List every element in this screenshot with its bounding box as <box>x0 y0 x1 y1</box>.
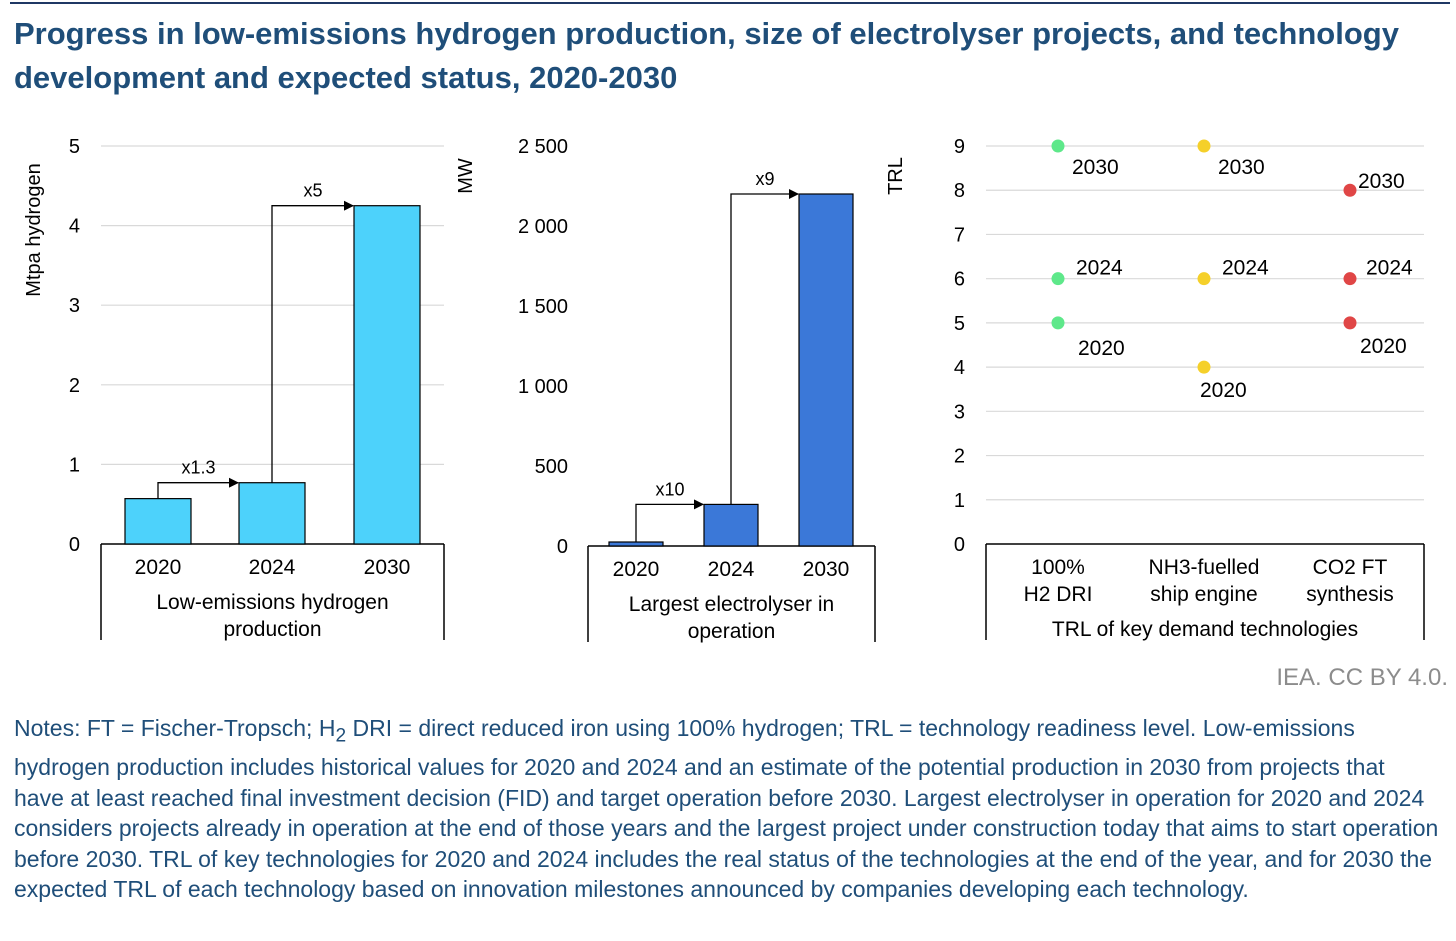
trl-point-label: 2030 <box>1358 170 1405 193</box>
electrolyser-y-tick-label: 500 <box>535 456 568 478</box>
electrolyser-y-tick-label: 1 500 <box>518 296 568 318</box>
trl-point-2020 <box>1051 316 1065 330</box>
hydrogen-growth-arrow <box>157 477 239 499</box>
hydrogen-y-tick-label: 2 <box>69 375 80 397</box>
trl-x-tick-label: ship engine <box>1150 583 1257 606</box>
trl-y-tick-label: 2 <box>954 446 965 468</box>
hydrogen-y-axis-label: Mtpa hydrogen <box>23 163 45 296</box>
trl-point-label: 2020 <box>1078 337 1125 360</box>
electrolyser-growth-arrow <box>635 499 704 542</box>
hydrogen-y-tick-label: 5 <box>69 136 80 158</box>
trl-y-axis-label: TRL <box>885 157 907 195</box>
electrolyser-y-tick-label: 1 000 <box>518 376 568 398</box>
trl-point-2030 <box>1343 183 1357 197</box>
notes-subscript: 2 <box>335 725 347 747</box>
electrolyser-y-axis-label: MW <box>455 158 477 194</box>
electrolyser-y-tick-label: 2 000 <box>518 216 568 238</box>
hydrogen-x-tick-label: 2024 <box>249 556 296 579</box>
hydrogen-bar-2020 <box>124 498 192 545</box>
electrolyser-bar-2030 <box>798 193 854 547</box>
electrolyser-x-tick-label: 2030 <box>803 558 850 581</box>
electrolyser-growth-label: x10 <box>655 479 684 499</box>
trl-y-tick-label: 4 <box>954 357 965 379</box>
trl-point-label: 2020 <box>1200 379 1247 402</box>
trl-x-tick-label: 100% <box>1031 556 1085 579</box>
credit-text: IEA. CC BY 4.0. <box>1276 664 1448 691</box>
hydrogen-x-axis-label-line: production <box>223 618 321 641</box>
trl-point-2030 <box>1197 139 1211 153</box>
trl-y-tick-label: 8 <box>954 180 965 202</box>
trl-y-tick-label: 1 <box>954 490 965 512</box>
electrolyser-x-tick-label: 2024 <box>708 558 755 581</box>
hydrogen-bar-2024 <box>238 482 306 545</box>
hydrogen-x-tick-label: 2020 <box>135 556 182 579</box>
trl-point-label: 2024 <box>1366 257 1413 280</box>
electrolyser-x-axis-label-line: Largest electrolyser in <box>629 593 834 616</box>
trl-y-tick-label: 3 <box>954 401 965 423</box>
hydrogen-y-tick-label: 1 <box>69 454 80 476</box>
trl-point-label: 2024 <box>1076 257 1123 280</box>
notes: Notes: FT = Fischer-Tropsch; H2 DRI = di… <box>14 713 1439 905</box>
electrolyser-y-tick-label: 2 500 <box>518 136 568 158</box>
electrolyser-bar-2020 <box>608 541 664 547</box>
trl-point-label: 2030 <box>1072 156 1119 179</box>
electrolyser-x-tick-label: 2020 <box>613 558 660 581</box>
electrolyser-bar-2024 <box>703 503 759 547</box>
hydrogen-y-tick-label: 3 <box>69 295 80 317</box>
trl-point-2024 <box>1343 272 1357 286</box>
trl-y-tick-label: 5 <box>954 313 965 335</box>
electrolyser-y-tick-label: 0 <box>557 536 568 558</box>
trl-point-label: 2020 <box>1360 335 1407 358</box>
trl-y-tick-label: 9 <box>954 136 965 158</box>
hydrogen-bar-2030 <box>353 205 421 545</box>
trl-x-tick-label: synthesis <box>1306 583 1394 606</box>
hydrogen-growth-label: x5 <box>303 181 322 201</box>
hydrogen-growth-label: x1.3 <box>181 458 215 478</box>
trl-point-2020 <box>1197 360 1211 374</box>
trl-point-2024 <box>1051 272 1065 286</box>
trl-x-tick-label: CO2 FT <box>1313 556 1388 579</box>
electrolyser-growth-label: x9 <box>755 169 774 189</box>
trl-x-tick-label: H2 DRI <box>1024 583 1093 606</box>
hydrogen-x-tick-label: 2030 <box>364 556 411 579</box>
top-rule <box>10 2 1450 4</box>
trl-x-axis-label: TRL of key demand technologies <box>1052 618 1358 641</box>
electrolyser-x-axis-label-line: operation <box>688 620 776 643</box>
hydrogen-x-axis-label-line: Low-emissions hydrogen <box>156 591 388 614</box>
trl-point-label: 2030 <box>1218 156 1265 179</box>
trl-y-tick-label: 0 <box>954 534 965 556</box>
trl-point-2024 <box>1197 272 1211 286</box>
figure-title: Progress in low-emissions hydrogen produ… <box>14 16 1399 95</box>
trl-point-label: 2024 <box>1222 257 1269 280</box>
trl-y-tick-label: 7 <box>954 224 965 246</box>
hydrogen-growth-arrow <box>271 200 354 483</box>
hydrogen-y-tick-label: 0 <box>69 534 80 556</box>
trl-y-tick-label: 6 <box>954 269 965 291</box>
trl-point-2030 <box>1051 139 1065 153</box>
notes-part1: Notes: FT = Fischer-Tropsch; H <box>14 715 336 741</box>
trl-x-tick-label: NH3-fuelled <box>1149 556 1260 579</box>
notes-part2: DRI = direct reduced iron using 100% hyd… <box>14 715 1439 903</box>
trl-point-2020 <box>1343 316 1357 330</box>
hydrogen-y-tick-label: 4 <box>69 216 80 238</box>
electrolyser-growth-arrow <box>730 189 799 505</box>
